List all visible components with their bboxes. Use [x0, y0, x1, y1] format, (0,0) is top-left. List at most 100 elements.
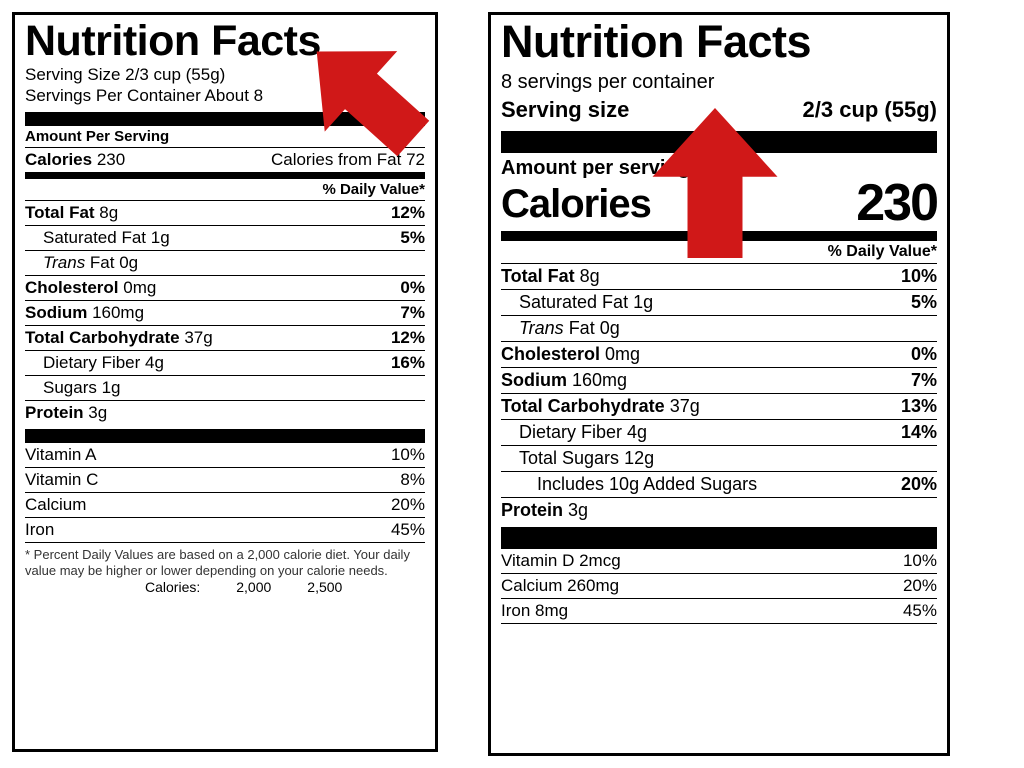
vitamin-row: Iron 45% [25, 518, 425, 543]
nutrient-name: Trans Fat [43, 253, 115, 272]
vitamin-row: Vitamin C 8% [25, 468, 425, 493]
nutrient-name: Cholesterol [25, 278, 119, 297]
title: Nutrition Facts [25, 21, 425, 62]
nutrient-name: Sodium [501, 370, 567, 390]
nutrient-rows: Total Fat 8g12%Saturated Fat 1g5%Trans F… [25, 201, 425, 425]
nutrient-dv: 5% [911, 292, 937, 313]
nutrient-row: Cholesterol 0mg0% [501, 342, 937, 368]
vitamin-row: Calcium 260mg 20% [501, 574, 937, 599]
nutrient-row: Total Carbohydrate 37g12% [25, 326, 425, 351]
nutrient-row: Protein 3g [25, 401, 425, 425]
vitamin-row: Vitamin A10% [25, 443, 425, 468]
nutrient-amount: 0mg [119, 278, 157, 297]
nutrient-amount: 0g [115, 253, 139, 272]
vitamin-dv: 8% [400, 470, 425, 490]
serving-size-row: Serving size 2/3 cup (55g) [501, 95, 937, 125]
nutrient-rows: Total Fat 8g10%Saturated Fat 1g5%Trans F… [501, 264, 937, 523]
vitamin-name: Calcium 260mg [501, 576, 619, 596]
nutrient-row: Includes 10g Added Sugars20% [501, 472, 937, 498]
daily-value-header: % Daily Value* [501, 241, 937, 264]
nutrient-row: Dietary Fiber 4g 14% [501, 420, 937, 446]
nutrient-amount: 8g [575, 266, 600, 286]
separator-bar [25, 429, 425, 443]
title: Nutrition Facts [501, 21, 937, 64]
nutrient-dv: 10% [901, 266, 937, 287]
nutrient-row: Saturated Fat 1g5% [501, 290, 937, 316]
nutrient-amount: 1g [628, 292, 653, 312]
vitamin-rows: Vitamin D 2mcg 10% Calcium 260mg 20% Iron 8m… [501, 549, 937, 624]
nutrient-amount: 4g [622, 422, 647, 442]
nutrient-amount: 4g [140, 353, 164, 372]
amount-per-serving-header: Amount Per Serving [25, 126, 425, 147]
vitamin-dv: 10% [903, 551, 937, 571]
calories-value: 230 [97, 150, 125, 169]
nutrient-row: Trans Fat 0g [25, 251, 425, 276]
calories-label: Calories [25, 150, 92, 169]
nutrient-amount: 12g [619, 448, 654, 468]
nutrient-name: Total Carbohydrate [501, 396, 665, 416]
vitamin-dv: 45% [391, 520, 425, 540]
nutrient-row: Protein 3g [501, 498, 937, 523]
nutrient-amount: 37g [180, 328, 213, 347]
vitamin-dv: 45% [903, 601, 937, 621]
nutrient-name: Cholesterol [501, 344, 600, 364]
footnote: * Percent Daily Values are based on a 2,… [25, 543, 425, 578]
nutrient-name: Includes 10g Added Sugars [537, 474, 757, 494]
nutrient-amount: 0g [595, 318, 620, 338]
nutrient-row: Sugars 1g [25, 376, 425, 401]
nutrient-dv: 5% [400, 228, 425, 248]
servings-per-container: 8 servings per container [501, 70, 937, 95]
separator-bar [501, 131, 937, 153]
nutrient-dv: 12% [391, 203, 425, 223]
vitamin-row: Vitamin D 2mcg 10% [501, 549, 937, 574]
nutrient-row: Trans Fat 0g [501, 316, 937, 342]
nutrient-row: Saturated Fat 1g5% [25, 226, 425, 251]
nutrient-name: Protein [501, 500, 563, 520]
nutrient-amount: 0mg [600, 344, 640, 364]
separator-bar [501, 231, 937, 241]
nutrient-name: Dietary Fiber [519, 422, 622, 442]
nutrient-name: Total Fat [501, 266, 575, 286]
nutrient-row: Total Carbohydrate 37g 13% [501, 394, 937, 420]
nutrient-name: Dietary Fiber [43, 353, 140, 372]
calories-row: Calories 230 Calories from Fat 72 [25, 147, 425, 173]
vitamin-name: Iron 8mg [501, 601, 568, 621]
vitamin-rows: Vitamin A10%Vitamin C 8% Calcium20%Iron 45% [25, 443, 425, 543]
nutrient-name: Total Fat [25, 203, 95, 222]
vitamin-dv: 20% [903, 576, 937, 596]
nutrient-amount: 3g [563, 500, 588, 520]
serving-size: Serving Size 2/3 cup (55g) [25, 64, 425, 85]
nutrient-name: Trans Fat [519, 318, 595, 338]
vitamin-name: Vitamin C [25, 470, 98, 490]
vitamin-row: Calcium20% [25, 493, 425, 518]
servings-per-container: Servings Per Container About 8 [25, 85, 425, 106]
calories-from-fat-value: 72 [406, 150, 425, 169]
calories-label: Calories [501, 182, 651, 227]
nutrient-row: Sodium 160mg7% [25, 301, 425, 326]
serving-size-label: Serving size [501, 97, 629, 123]
calories-row: Calories 230 [501, 180, 937, 231]
nutrient-name: Total Sugars [519, 448, 619, 468]
nutrient-amount: 37g [665, 396, 700, 416]
nutrient-row: Total Sugars 12g [501, 446, 937, 472]
nutrient-row: Total Fat 8g 10% [501, 264, 937, 290]
calories-value: 230 [856, 180, 937, 227]
vitamin-name: Vitamin D 2mcg [501, 551, 621, 571]
nutrient-name: Saturated Fat [43, 228, 146, 247]
nutrient-dv: 14% [901, 422, 937, 443]
separator-bar [25, 112, 425, 126]
nutrient-dv: 12% [391, 328, 425, 348]
nutrient-name: Sodium [25, 303, 87, 322]
nutrition-label-new: Nutrition Facts 8 servings per container… [488, 12, 950, 756]
nutrient-row: Total Fat 8g12% [25, 201, 425, 226]
vitamin-name: Calcium [25, 495, 86, 515]
nutrient-dv: 0% [400, 278, 425, 298]
vitamin-row: Iron 8mg 45% [501, 599, 937, 624]
nutrient-dv: 13% [901, 396, 937, 417]
nutrient-row: Sodium 160mg7% [501, 368, 937, 394]
nutrient-row: Cholesterol 0mg 0% [25, 276, 425, 301]
nutrient-amount: 160mg [567, 370, 627, 390]
nutrient-dv: 16% [391, 353, 425, 373]
nutrient-name: Sugars [43, 378, 97, 397]
vitamin-name: Iron [25, 520, 54, 540]
